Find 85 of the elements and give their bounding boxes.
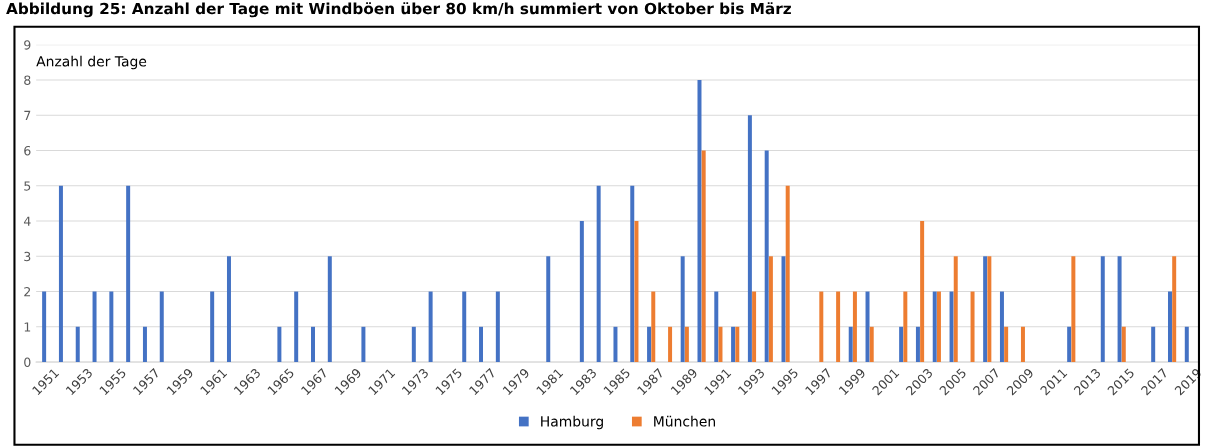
bar [915, 326, 920, 363]
bar [294, 291, 299, 363]
bar [932, 291, 937, 363]
bar [126, 185, 131, 363]
y-tick-label: 4 [23, 216, 31, 226]
bar [869, 326, 874, 363]
bar [731, 326, 736, 363]
bar [899, 326, 904, 363]
bar [311, 326, 315, 363]
bar [953, 256, 958, 363]
bar [764, 150, 769, 363]
bar [1020, 326, 1025, 363]
y-tick-label: 7 [24, 110, 31, 120]
bar [697, 79, 702, 363]
bar [596, 185, 601, 363]
bar [1184, 326, 1189, 363]
bar [634, 221, 639, 363]
bar [668, 326, 673, 363]
y-tick-label: 5 [24, 181, 31, 191]
bar [613, 326, 618, 363]
bar [1117, 256, 1122, 363]
bar [1151, 326, 1156, 363]
y-tick-label: 3 [24, 251, 31, 262]
bar [42, 291, 47, 363]
bar [647, 326, 652, 363]
bar [680, 256, 685, 363]
legend-label: Hamburg [541, 415, 603, 430]
bar [92, 291, 97, 363]
bar [999, 291, 1004, 363]
bar [428, 291, 433, 363]
y-tick-label: 0 [24, 357, 31, 367]
bar [1172, 256, 1177, 363]
bar [920, 221, 925, 363]
bar [1167, 291, 1172, 363]
bar [785, 185, 790, 363]
bar [159, 291, 164, 363]
bar [495, 291, 500, 363]
bar [1071, 256, 1076, 363]
bar [747, 115, 752, 363]
bar [1100, 256, 1105, 363]
y-tick-label: 6 [24, 145, 31, 156]
bar [546, 256, 551, 363]
y-axis-title: Anzahl der Tage [36, 55, 147, 70]
bar [701, 150, 706, 363]
y-tick-label: 1 [24, 322, 31, 332]
bar [651, 291, 656, 363]
bar [411, 326, 416, 363]
bar [226, 256, 231, 363]
bar [327, 256, 332, 363]
bar [718, 326, 723, 363]
bar [479, 326, 484, 363]
y-tick-label: 9 [24, 40, 31, 50]
bar [852, 291, 857, 363]
bar [210, 291, 215, 363]
bar [768, 256, 773, 363]
bar [1067, 326, 1072, 363]
bar [630, 185, 635, 363]
y-tick-label: 8 [24, 75, 31, 85]
bar [752, 291, 757, 363]
bar [949, 291, 954, 363]
bar [714, 291, 719, 363]
bar [865, 291, 870, 363]
bar [970, 291, 975, 363]
bar [735, 326, 740, 363]
bar [903, 291, 908, 363]
bar [462, 291, 467, 363]
legend-label: München [654, 415, 715, 427]
y-tick-label: 2 [24, 287, 31, 297]
bar [836, 291, 841, 363]
bar [848, 326, 853, 363]
bar [58, 185, 63, 363]
bar [1121, 326, 1126, 363]
bar [987, 256, 992, 363]
bar [277, 326, 282, 363]
bar [361, 326, 366, 363]
bar [684, 326, 689, 363]
bar [579, 221, 584, 363]
bar [109, 291, 114, 363]
bar [819, 291, 824, 363]
bar [142, 326, 147, 363]
bar [936, 291, 941, 363]
bar [983, 256, 988, 363]
bar [1004, 326, 1009, 363]
chart-title: Abbildung 25: Anzahl der Tage mit Windböen über 80 km/h summiert von Oktober bis März [6, 2, 791, 18]
bar [75, 326, 80, 363]
